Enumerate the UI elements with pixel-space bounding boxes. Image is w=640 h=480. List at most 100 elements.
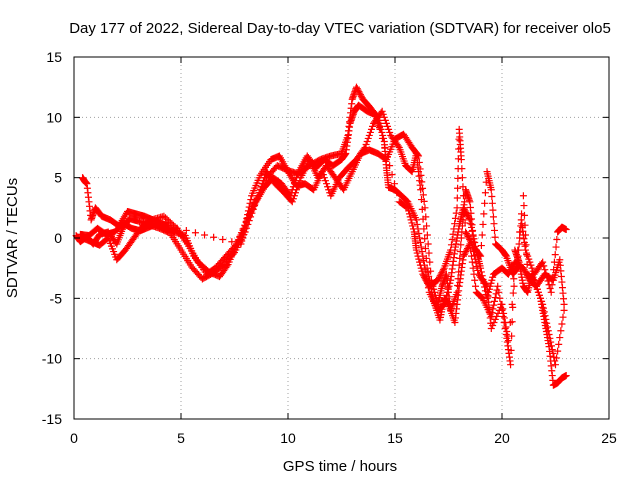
data-point [423, 264, 431, 272]
data-point [439, 267, 447, 275]
data-point [520, 202, 528, 210]
data-point [506, 318, 514, 326]
data-point [422, 213, 430, 221]
data-point [381, 144, 389, 151]
data-point [422, 276, 430, 284]
data-point [436, 272, 444, 280]
data-point [469, 244, 477, 252]
data-point [291, 177, 299, 185]
data-point [493, 312, 501, 320]
data-point [508, 300, 516, 308]
data-point [547, 342, 555, 350]
data-point [447, 241, 455, 249]
data-point [289, 183, 297, 191]
data-point [363, 137, 371, 145]
data-point [514, 252, 522, 260]
data-point [422, 254, 430, 262]
data-point [468, 240, 476, 248]
data-point [241, 225, 249, 233]
data-point [519, 192, 527, 200]
data-point [353, 85, 361, 93]
data-point [516, 234, 524, 242]
y-tick-label: -15 [42, 411, 62, 427]
data-point [166, 218, 174, 226]
data-point [518, 210, 526, 218]
data-point [386, 162, 394, 170]
data-point [542, 269, 550, 277]
data-point [542, 315, 550, 323]
data-point [466, 237, 474, 245]
data-point [489, 305, 497, 313]
x-axis-label: GPS time / hours [283, 458, 397, 475]
data-point [540, 262, 548, 270]
data-point [453, 288, 461, 296]
data-point [376, 125, 384, 133]
data-point [546, 285, 554, 293]
data-point [495, 288, 503, 296]
data-point [457, 156, 465, 164]
data-point [394, 142, 402, 150]
data-point [427, 267, 435, 275]
data-point [173, 224, 181, 232]
series-trace-c [76, 130, 570, 314]
data-point [418, 178, 426, 186]
data-point [321, 177, 329, 185]
data-point [454, 184, 462, 192]
data-point [415, 255, 423, 263]
data-point [420, 273, 428, 281]
y-tick-label: 0 [54, 230, 62, 246]
data-point [488, 193, 496, 201]
data-point [488, 199, 496, 207]
data-point [472, 259, 480, 267]
data-point [515, 240, 523, 248]
data-point [468, 258, 476, 266]
data-point [239, 234, 247, 242]
data-point [420, 197, 428, 205]
data-point [478, 231, 486, 239]
data-point [323, 180, 331, 188]
data-point [393, 189, 401, 197]
data-point [533, 285, 541, 293]
data-point [260, 174, 268, 182]
data-point [491, 233, 499, 241]
data-point [419, 270, 427, 278]
data-point [559, 313, 567, 321]
data-point [356, 91, 364, 99]
data-point [379, 110, 387, 118]
data-point [421, 235, 429, 243]
data-point [523, 260, 531, 268]
data-point [407, 167, 415, 175]
data-point [471, 255, 479, 263]
data-point [382, 119, 390, 127]
data-point [435, 275, 443, 283]
data-point [430, 285, 438, 293]
data-point [549, 349, 557, 357]
data-point [495, 306, 503, 314]
data-point [520, 211, 528, 219]
data-point [247, 196, 255, 204]
data-point [288, 198, 296, 206]
data-point [219, 236, 227, 244]
data-point [488, 276, 496, 284]
data-point [463, 245, 471, 253]
data-point [390, 180, 398, 188]
data-point [259, 177, 267, 185]
data-point [416, 261, 424, 269]
data-point [412, 246, 420, 254]
data-point [362, 140, 370, 148]
data-point [460, 251, 468, 259]
data-point [423, 278, 431, 286]
data-point [494, 282, 502, 290]
data-point [516, 228, 524, 236]
data-point [458, 165, 466, 173]
data-point [552, 243, 560, 251]
data-point [409, 222, 417, 230]
data-point [528, 275, 536, 283]
data-point [491, 297, 499, 305]
data-point [510, 282, 518, 290]
data-point [325, 186, 333, 194]
data-point [502, 323, 510, 331]
data-point [527, 261, 535, 269]
data-point [470, 248, 478, 256]
data-point [381, 116, 389, 124]
